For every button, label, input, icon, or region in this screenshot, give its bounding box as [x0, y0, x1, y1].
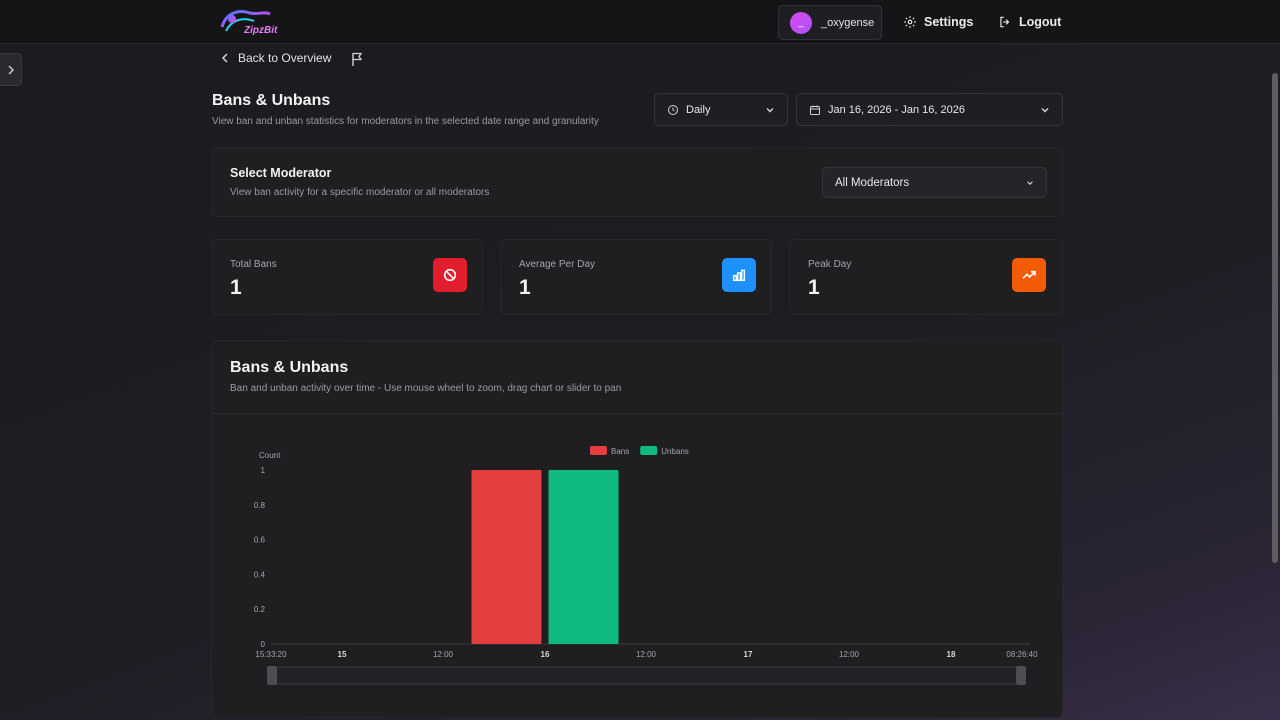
bans-unbans-chart[interactable]: Count Bans Unbans 0 0.2 0.4 0.6 0.8 1 15:33:20… [211, 420, 1063, 710]
ban-icon [433, 258, 467, 292]
x-tick-label: 08:26:40 [1006, 650, 1038, 659]
user-menu-button[interactable]: _ _oxygense [778, 5, 882, 40]
chevron-down-icon [766, 107, 774, 112]
slider-handle-left[interactable] [267, 666, 277, 685]
stat-label: Average Per Day [519, 259, 595, 270]
x-tick-label: 15 [338, 650, 347, 659]
moderator-select[interactable]: All Moderators [822, 167, 1047, 198]
zoom-slider[interactable] [267, 666, 1026, 685]
bar-chart-icon [722, 258, 756, 292]
stat-label: Total Bans [230, 259, 277, 270]
svg-text:ZipzBit: ZipzBit [243, 25, 278, 36]
settings-link[interactable]: Settings [903, 13, 973, 31]
settings-label: Settings [924, 15, 974, 29]
y-axis-label: Count [259, 451, 281, 460]
x-tick-label: 12:00 [433, 650, 454, 659]
page-title: Bans & Unbans [212, 92, 331, 109]
calendar-icon [810, 105, 820, 115]
granularity-value: Daily [686, 103, 711, 116]
legend-label[interactable]: Unbans [661, 447, 689, 456]
x-axis: 15:33:20 15 12:00 16 12:00 17 12:00 18 08:26:40 [255, 650, 1038, 659]
chevron-down-icon [1041, 107, 1049, 112]
moderator-selected: All Moderators [835, 176, 910, 189]
stat-value: 1 [519, 276, 531, 299]
legend: Bans Unbans [590, 446, 689, 456]
x-tick-label: 12:00 [636, 650, 657, 659]
logout-label: Logout [1019, 15, 1062, 29]
page-subtitle: View ban and unban statistics for modera… [212, 116, 599, 127]
y-tick-label: 1 [261, 466, 266, 475]
legend-swatch [590, 446, 607, 455]
x-tick-label: 16 [541, 650, 550, 659]
gear-icon [904, 16, 916, 28]
y-tick-label: 0.8 [254, 501, 266, 510]
bar-unbans[interactable] [548, 470, 619, 644]
page-scrollbar[interactable] [1272, 73, 1278, 563]
flag-icon[interactable] [351, 52, 363, 66]
sidebar-toggle-button[interactable] [0, 53, 22, 86]
bar-bans[interactable] [471, 470, 542, 644]
username-label: _oxygense [821, 16, 875, 29]
x-tick-label: 18 [947, 650, 956, 659]
stat-card-average-per-day: Average Per Day 1 [500, 239, 772, 315]
y-tick-label: 0 [261, 640, 266, 649]
moderator-card: Select Moderator View ban activity for a… [211, 147, 1063, 217]
clock-icon [668, 104, 678, 115]
legend-swatch [640, 446, 658, 455]
y-axis: 0 0.2 0.4 0.6 0.8 1 [254, 466, 266, 649]
stat-card-total-bans: Total Bans 1 [211, 239, 483, 315]
moderator-subtitle: View ban activity for a specific moderat… [230, 187, 490, 198]
y-tick-label: 0.2 [254, 605, 266, 614]
avatar: _ [790, 11, 812, 34]
y-tick-label: 0.4 [254, 570, 266, 579]
y-tick-label: 0.6 [254, 536, 266, 545]
date-range-value: Jan 16, 2026 - Jan 16, 2026 [828, 103, 965, 116]
chevron-left-icon [221, 53, 228, 63]
trending-up-icon [1012, 258, 1046, 292]
bars [471, 470, 619, 644]
stat-label: Peak Day [808, 259, 852, 270]
slider-handle-right[interactable] [1016, 666, 1026, 685]
stat-card-peak-day: Peak Day 1 [789, 239, 1063, 315]
x-tick-label: 17 [744, 650, 753, 659]
slider-track[interactable] [267, 666, 1026, 685]
moderator-title: Select Moderator [230, 166, 332, 180]
chart-card: Bans & Unbans Ban and unban activity ove… [211, 340, 1063, 718]
stat-value: 1 [230, 276, 242, 299]
top-bar: ZipzBit _ _oxygense Settings Logout [0, 0, 1280, 44]
chevron-down-icon [1027, 180, 1033, 185]
stat-value: 1 [808, 276, 820, 299]
logout-icon [1000, 16, 1010, 28]
chart-title: Bans & Unbans [230, 359, 349, 376]
x-tick-label: 12:00 [839, 650, 860, 659]
x-tick-label: 15:33:20 [255, 650, 287, 659]
chevron-right-icon [7, 64, 14, 75]
back-to-overview-link[interactable]: Back to Overview [221, 51, 331, 65]
date-range-picker[interactable]: Jan 16, 2026 - Jan 16, 2026 [796, 93, 1063, 126]
chart-subtitle: Ban and unban activity over time - Use m… [230, 383, 622, 394]
granularity-select[interactable]: Daily [654, 93, 788, 126]
divider [212, 413, 1062, 414]
logout-link[interactable]: Logout [998, 13, 1061, 31]
logo[interactable]: ZipzBit [216, 5, 288, 39]
back-label: Back to Overview [238, 51, 332, 65]
legend-label[interactable]: Bans [611, 447, 629, 456]
